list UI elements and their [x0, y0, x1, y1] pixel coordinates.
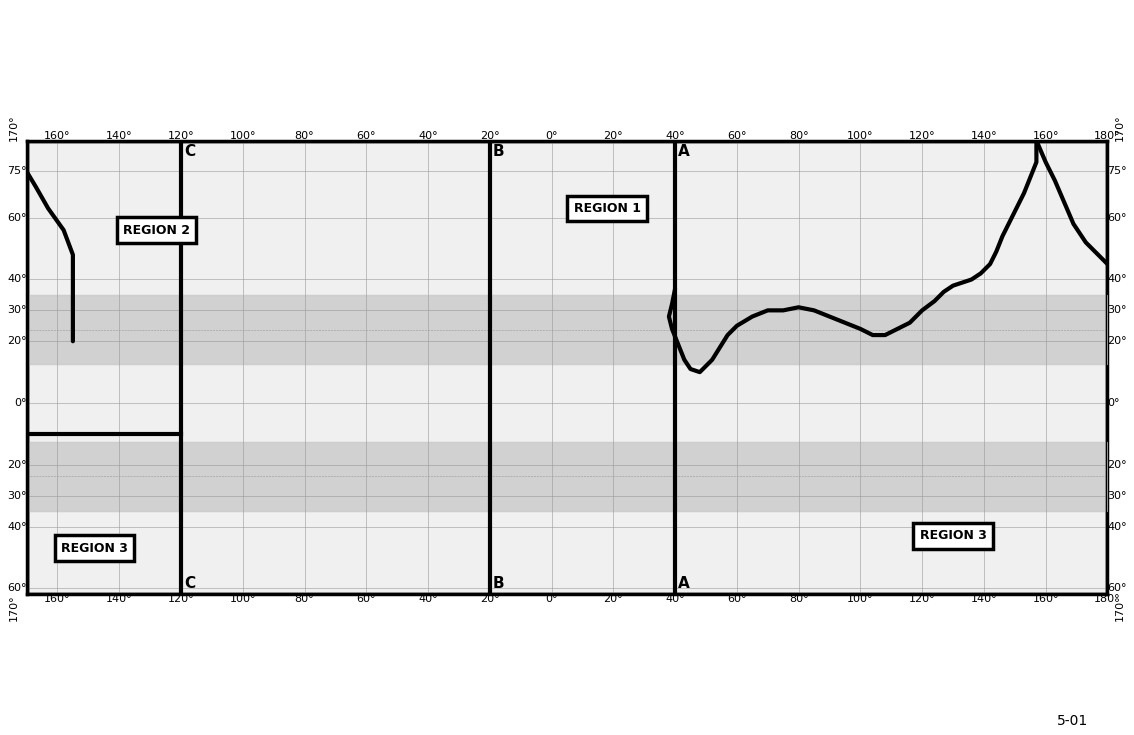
- Text: 140°: 140°: [971, 595, 997, 604]
- Text: 120°: 120°: [168, 595, 194, 604]
- Text: B: B: [493, 143, 505, 159]
- Text: 80°: 80°: [295, 131, 314, 140]
- Text: 30°: 30°: [1108, 491, 1127, 501]
- Text: 40°: 40°: [1108, 274, 1127, 284]
- Text: 75°: 75°: [1108, 166, 1127, 176]
- Text: 40°: 40°: [1108, 522, 1127, 531]
- Text: 0°: 0°: [545, 131, 558, 140]
- Text: 60°: 60°: [7, 584, 26, 593]
- Text: 40°: 40°: [666, 595, 685, 604]
- Text: 0°: 0°: [1108, 398, 1120, 408]
- Text: 120°: 120°: [908, 131, 936, 140]
- Text: B: B: [493, 576, 505, 592]
- Text: 20°: 20°: [603, 595, 624, 604]
- Text: 60°: 60°: [727, 595, 746, 604]
- Text: 100°: 100°: [229, 131, 256, 140]
- Text: 170°: 170°: [9, 114, 19, 140]
- Text: 40°: 40°: [418, 131, 438, 140]
- Text: 30°: 30°: [7, 491, 26, 501]
- Text: 20°: 20°: [1108, 336, 1127, 346]
- Text: 40°: 40°: [666, 131, 685, 140]
- Text: 20°: 20°: [1108, 460, 1127, 470]
- Text: 40°: 40°: [7, 522, 26, 531]
- Text: 140°: 140°: [105, 131, 133, 140]
- Text: 160°: 160°: [1032, 131, 1059, 140]
- Text: 20°: 20°: [603, 131, 624, 140]
- Text: 80°: 80°: [789, 131, 809, 140]
- Text: 20°: 20°: [7, 336, 26, 346]
- Text: 180°: 180°: [1094, 131, 1120, 140]
- Text: 100°: 100°: [847, 595, 873, 604]
- Text: 40°: 40°: [7, 274, 26, 284]
- Text: 170°: 170°: [9, 595, 19, 621]
- Text: REGION 1: REGION 1: [574, 202, 641, 215]
- Text: 160°: 160°: [1032, 595, 1059, 604]
- Text: 60°: 60°: [727, 131, 746, 140]
- Text: 20°: 20°: [480, 595, 500, 604]
- Text: REGION 2: REGION 2: [122, 223, 189, 237]
- Text: 100°: 100°: [229, 595, 256, 604]
- Text: 75°: 75°: [7, 166, 26, 176]
- Text: 20°: 20°: [480, 131, 500, 140]
- Text: 180°: 180°: [1094, 595, 1120, 604]
- Text: REGION 3: REGION 3: [61, 542, 128, 555]
- Text: 60°: 60°: [356, 595, 376, 604]
- Text: 80°: 80°: [789, 595, 809, 604]
- Text: 160°: 160°: [44, 595, 70, 604]
- Text: 40°: 40°: [418, 595, 438, 604]
- Text: C: C: [184, 576, 195, 592]
- Text: 140°: 140°: [105, 595, 133, 604]
- Text: 5-01: 5-01: [1057, 714, 1089, 728]
- Text: 60°: 60°: [1108, 584, 1127, 593]
- Text: A: A: [678, 143, 689, 159]
- Text: 140°: 140°: [971, 131, 997, 140]
- Text: 160°: 160°: [44, 131, 70, 140]
- Text: 120°: 120°: [908, 595, 936, 604]
- Text: C: C: [184, 143, 195, 159]
- Text: 80°: 80°: [295, 595, 314, 604]
- Text: 120°: 120°: [168, 131, 194, 140]
- Text: 20°: 20°: [7, 460, 26, 470]
- Text: 60°: 60°: [1108, 212, 1127, 223]
- Text: 170°: 170°: [1115, 114, 1125, 140]
- Text: 30°: 30°: [1108, 305, 1127, 315]
- Text: 0°: 0°: [14, 398, 26, 408]
- Text: A: A: [678, 576, 689, 592]
- Text: 0°: 0°: [545, 595, 558, 604]
- Text: 170°: 170°: [1115, 595, 1125, 621]
- Text: 30°: 30°: [7, 305, 26, 315]
- Text: 60°: 60°: [7, 212, 26, 223]
- Text: REGION 3: REGION 3: [920, 529, 987, 542]
- Text: 60°: 60°: [356, 131, 376, 140]
- Text: 100°: 100°: [847, 131, 873, 140]
